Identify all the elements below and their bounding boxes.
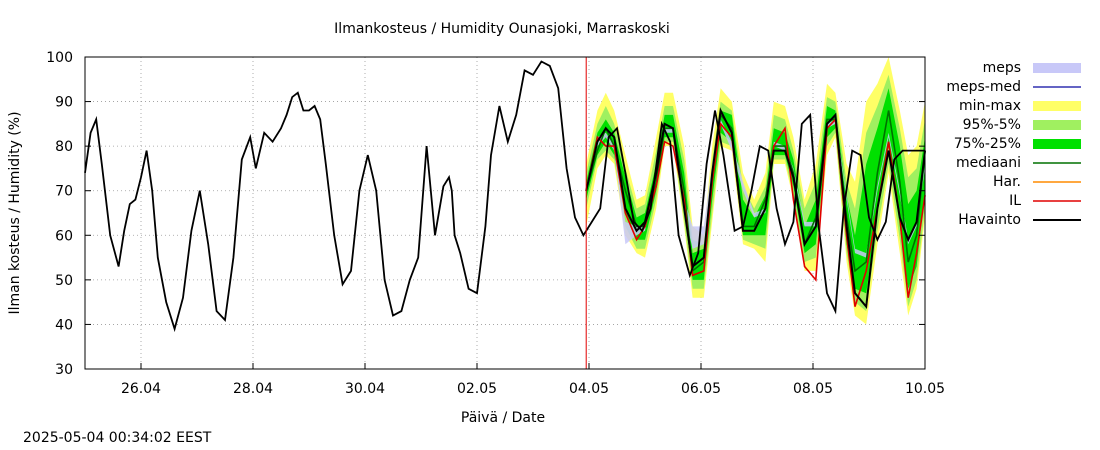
legend: meps meps-med min-max 95%-5% 75%-25% mediaani… (946, 60, 1081, 228)
legend-swatch (1033, 101, 1081, 111)
x-tick-label: 08.05 (793, 381, 833, 397)
y-tick-label: 40 (55, 317, 73, 333)
legend-label: meps-med (946, 79, 1021, 95)
chart-title: Ilmankosteus / Humidity Ounasjoki, Marra… (334, 21, 670, 37)
x-axis: 26.04 28.04 30.04 02.05 04.05 06.05 08.05 10.05 (121, 363, 945, 397)
legend-label: IL (1009, 193, 1021, 209)
x-axis-label: Päivä / Date (461, 410, 545, 426)
y-tick-label: 80 (55, 139, 73, 155)
y-tick-label: 90 (55, 95, 73, 111)
y-tick-label: 30 (55, 362, 73, 378)
y-axis: 30 40 50 60 70 80 90 100 (46, 50, 925, 378)
legend-label: 95%-5% (963, 117, 1021, 133)
legend-swatch (1033, 139, 1081, 149)
y-tick-label: 60 (55, 228, 73, 244)
x-tick-label: 30.04 (345, 381, 385, 397)
x-tick-label: 28.04 (233, 381, 273, 397)
y-tick-label: 50 (55, 273, 73, 289)
legend-label: Havainto (958, 212, 1021, 228)
timestamp-footer: 2025-05-04 00:34:02 EEST (23, 430, 212, 446)
legend-label: meps (983, 60, 1021, 76)
x-tick-label: 04.05 (569, 381, 609, 397)
series-havainto (84, 60, 925, 333)
plot-area (84, 56, 926, 370)
y-tick-label: 70 (55, 184, 73, 200)
legend-label: min-max (959, 98, 1021, 114)
legend-label: mediaani (956, 155, 1021, 171)
y-tick-label: 100 (46, 50, 73, 66)
legend-label: 75%-25% (954, 136, 1021, 152)
legend-swatch (1033, 63, 1081, 73)
series-mediaani (585, 110, 926, 273)
plot-frame (84, 56, 926, 370)
x-tick-label: 10.05 (905, 381, 945, 397)
legend-label: Har. (993, 174, 1021, 190)
x-tick-label: 06.05 (681, 381, 721, 397)
y-axis-label: Ilman kosteus / Humidity (%) (7, 111, 23, 314)
legend-swatch (1033, 120, 1081, 130)
series-havainto-fc (585, 107, 926, 310)
x-tick-label: 02.05 (457, 381, 497, 397)
x-tick-label: 26.04 (121, 381, 161, 397)
